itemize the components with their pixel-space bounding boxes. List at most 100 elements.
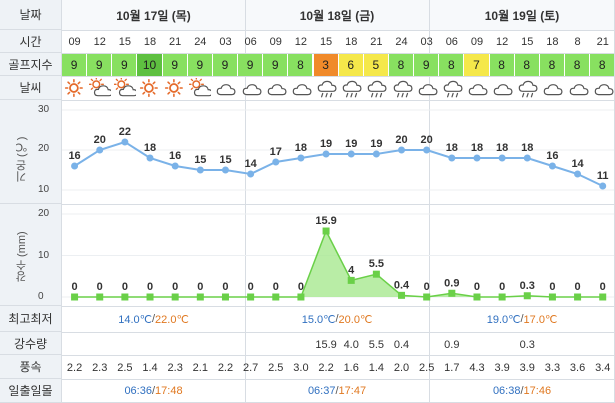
rain-point (574, 293, 582, 301)
temp-data-label: 19 (320, 138, 332, 150)
rainfall-cell (414, 334, 439, 355)
golf-index-cell: 9 (187, 54, 213, 76)
time-cell: 03 (420, 36, 433, 48)
rain-data-label: 0 (575, 281, 581, 293)
temp-data-label: 18 (496, 142, 508, 154)
wind-cell: 2.5 (268, 362, 284, 374)
temp-point (599, 182, 607, 190)
temp-point (221, 166, 229, 174)
rain-data-label: 5.5 (369, 258, 384, 270)
temp-point (196, 166, 204, 174)
rain-point (423, 293, 431, 301)
wind-cell: 2.5 (117, 362, 133, 374)
date-label: 날짜 (0, 0, 62, 30)
cloud-icon (418, 84, 438, 96)
rainfall-cell: 0.9 (444, 338, 460, 351)
day-1-sun: 06:36/17:48 (124, 385, 183, 397)
day-2-sunrise: 06:37 (307, 385, 336, 397)
temp-point (523, 154, 531, 162)
wind-cell: 3.4 (595, 362, 611, 374)
date-header-bar (62, 0, 615, 30)
cloud-icon (242, 84, 262, 96)
time-cell: 21 (596, 36, 609, 48)
rain-point (272, 293, 280, 301)
temp-point (574, 170, 582, 178)
cloud-icon (468, 84, 488, 96)
cloud-icon (594, 84, 614, 96)
temp-label-cell (0, 100, 62, 204)
cloud-icon (217, 84, 236, 96)
temp-point (372, 150, 380, 158)
rain-data-label: 0 (97, 281, 103, 293)
golf-index-cell: 9 (162, 54, 188, 76)
wind-cell: 1.4 (142, 362, 158, 374)
wind-cell: 2.1 (192, 362, 208, 374)
rain-point (146, 293, 154, 301)
golf-index-cell: 8 (439, 54, 465, 76)
day-3-sunrise: 06:38 (492, 385, 521, 397)
temp-data-label: 18 (144, 142, 156, 154)
temp-data-label: 20 (395, 134, 407, 146)
rain-data-label: 4 (348, 264, 355, 276)
rain-point (372, 270, 380, 278)
rain-data-label: 0.4 (394, 279, 410, 291)
rain-series-line (74, 229, 603, 298)
rain-point (297, 293, 305, 301)
rain-label-cell (0, 204, 62, 306)
day-1-minmax: 14.0℃/22.0℃ (118, 313, 189, 326)
temp-point (473, 154, 481, 162)
rainfall-cell (590, 334, 615, 355)
rain-axis-title: 강수 (mm) (16, 231, 28, 282)
golf-index-cell: 9 (414, 54, 440, 76)
rain-icon (368, 80, 387, 98)
temp-point (423, 146, 431, 154)
temp-point (96, 146, 104, 154)
temp-ytick: 10 (38, 184, 50, 195)
rainfall-cell (238, 334, 263, 355)
temp-point (297, 154, 305, 162)
rain-point (71, 293, 79, 301)
temp-data-label: 18 (446, 142, 458, 154)
golf-index-cell: 9 (87, 54, 113, 76)
time-cell: 06 (445, 36, 458, 48)
temp-data-label: 16 (68, 150, 80, 162)
rain-data-label: 0 (222, 281, 228, 293)
wind-cell: 2.0 (393, 362, 410, 374)
rain-data-label: 0 (122, 281, 128, 293)
temp-data-label: 16 (546, 150, 558, 162)
golf-index-cell: 8 (288, 54, 314, 76)
golf-index-cell: 9 (212, 54, 239, 76)
time-cell: 09 (470, 36, 484, 48)
rainfall-cell (263, 334, 288, 355)
rain-data-label: 0 (424, 281, 430, 293)
temp-data-label: 11 (597, 170, 609, 182)
day-3-sun: 06:38/17:46 (492, 385, 552, 397)
temp-point (322, 150, 330, 158)
wind-cell: 3.3 (544, 362, 561, 374)
rainfall-cell (464, 334, 489, 355)
rain-data-label: 0 (273, 281, 279, 293)
day-2-sun: 06:37/17:47 (307, 385, 367, 397)
rain-point (448, 289, 456, 297)
day-2-header: 10월 18일 (금) (299, 8, 375, 23)
wind-cell: 1.7 (444, 362, 460, 374)
golf-index-cell: 5 (363, 54, 389, 76)
time-cell: 24 (395, 36, 408, 48)
rain-point (473, 293, 481, 301)
rain-point (196, 293, 204, 301)
day-3-minmax: 19.0℃/17.0℃ (486, 313, 558, 326)
day-3-header: 10월 19일 (토) (484, 8, 560, 23)
time-cell: 18 (345, 36, 358, 48)
temp-point (121, 138, 129, 146)
temperature-chart: 16 20 22 18 16 15 15 14 17 18 19 19 19 20 20 18 18 18 18 16… (62, 109, 615, 191)
golf-index-cell: 9 (62, 54, 88, 76)
golf-index-cell: 8 (539, 54, 565, 76)
wind-cell: 3.9 (519, 362, 535, 374)
golf-index-cell: 6 (338, 54, 364, 76)
wind-cell: 4.3 (469, 362, 485, 374)
rain-data-label: 0 (248, 281, 254, 293)
rain-data-label: 0 (72, 281, 78, 293)
rain-data-label: 0 (474, 281, 480, 293)
temp-data-label: 15 (219, 154, 231, 166)
temp-data-label: 19 (370, 138, 382, 150)
